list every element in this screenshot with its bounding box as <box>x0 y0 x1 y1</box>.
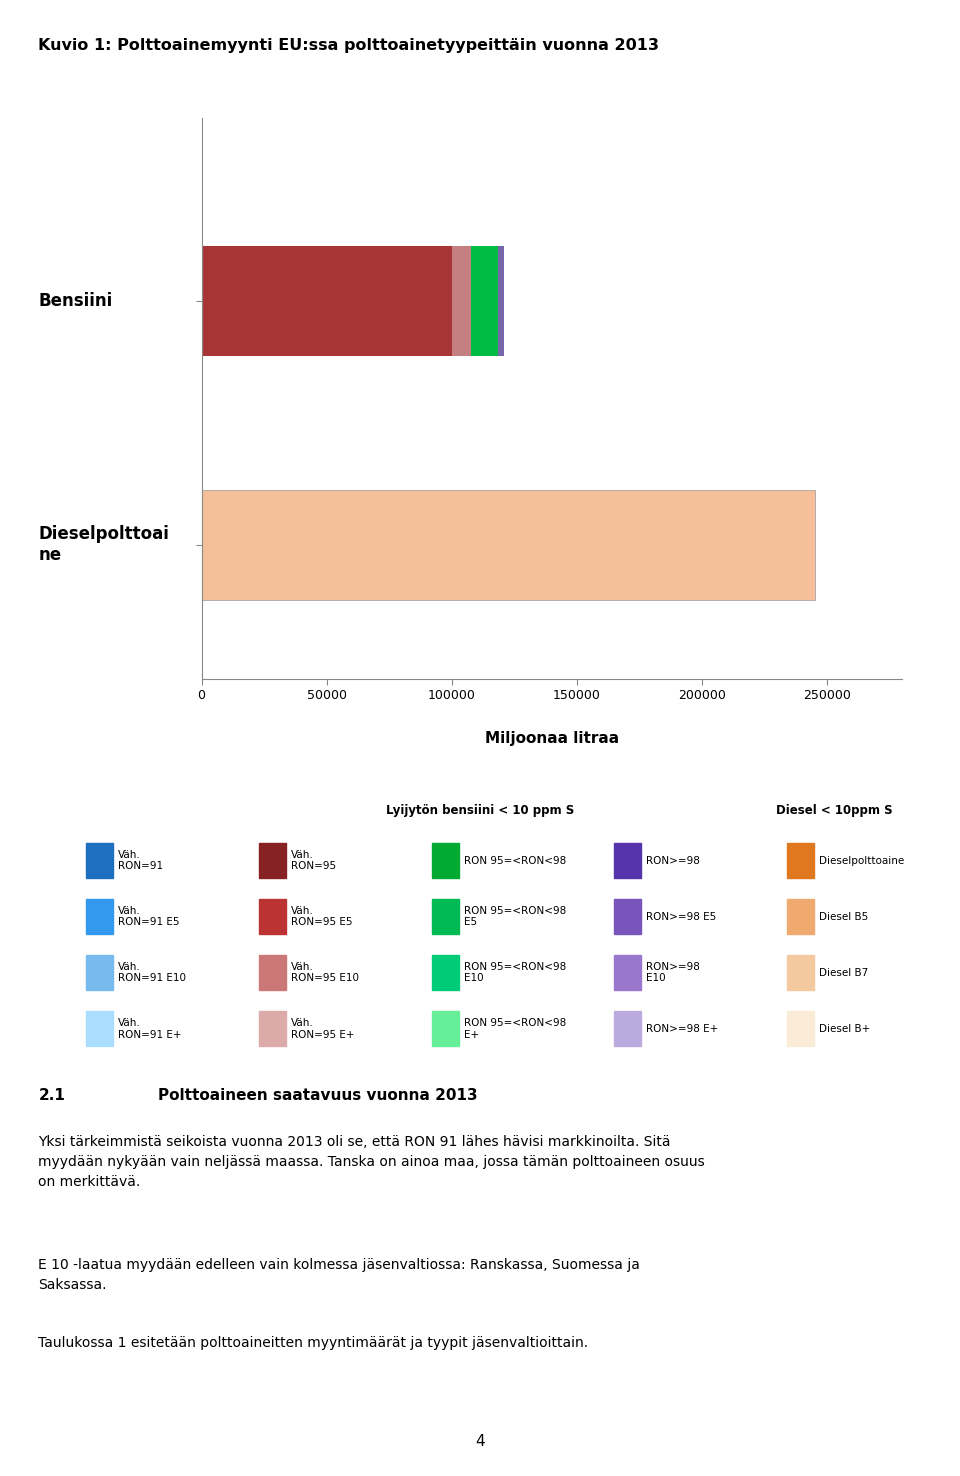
Text: Bensiini: Bensiini <box>38 292 112 310</box>
Text: Dieselpolttoaine: Dieselpolttoaine <box>819 856 904 865</box>
Bar <box>452 246 470 356</box>
Text: RON>=98
E10: RON>=98 E10 <box>646 962 700 983</box>
Text: Diesel B7: Diesel B7 <box>819 968 868 977</box>
Text: Lyijytön bensiini < 10 ppm S: Lyijytön bensiini < 10 ppm S <box>386 804 574 818</box>
Text: Väh.
RON=91 E5: Väh. RON=91 E5 <box>118 906 180 927</box>
Bar <box>470 246 498 356</box>
Text: RON 95=<RON<98
E10: RON 95=<RON<98 E10 <box>464 962 566 983</box>
Text: Diesel B5: Diesel B5 <box>819 912 868 921</box>
Text: Diesel B+: Diesel B+ <box>819 1024 870 1033</box>
Text: Väh.
RON=91 E10: Väh. RON=91 E10 <box>118 962 186 983</box>
Bar <box>498 246 504 356</box>
Text: RON 95=<RON<98: RON 95=<RON<98 <box>464 856 566 865</box>
Text: Väh.
RON=95 E5: Väh. RON=95 E5 <box>291 906 352 927</box>
Text: Dieselpolttoai
ne: Dieselpolttoai ne <box>38 525 169 564</box>
Text: Väh.
RON=91 E+: Väh. RON=91 E+ <box>118 1018 181 1039</box>
Bar <box>202 246 452 356</box>
Text: Väh.
RON=95: Väh. RON=95 <box>291 850 336 871</box>
Text: Väh.
RON=95 E10: Väh. RON=95 E10 <box>291 962 359 983</box>
Text: Yksi tärkeimmistä seikoista vuonna 2013 oli se, että RON 91 lähes hävisi markkin: Yksi tärkeimmistä seikoista vuonna 2013 … <box>38 1135 706 1190</box>
Text: RON>=98: RON>=98 <box>646 856 700 865</box>
Text: 4: 4 <box>475 1435 485 1449</box>
Text: Polttoaineen saatavuus vuonna 2013: Polttoaineen saatavuus vuonna 2013 <box>158 1088 478 1103</box>
Text: Väh.
RON=91: Väh. RON=91 <box>118 850 163 871</box>
Text: RON>=98 E+: RON>=98 E+ <box>646 1024 718 1033</box>
Text: RON 95=<RON<98
E5: RON 95=<RON<98 E5 <box>464 906 566 927</box>
Bar <box>202 490 815 599</box>
Text: Kuvio 1: Polttoainemyynti EU:ssa polttoainetyypeittäin vuonna 2013: Kuvio 1: Polttoainemyynti EU:ssa polttoa… <box>38 38 660 53</box>
Text: E 10 -laatua myydään edelleen vain kolmessa jäsenvaltiossa: Ranskassa, Suomessa : E 10 -laatua myydään edelleen vain kolme… <box>38 1258 640 1292</box>
Text: Diesel < 10ppm S: Diesel < 10ppm S <box>777 804 893 818</box>
Text: 2.1: 2.1 <box>38 1088 65 1103</box>
Text: Miljoonaa litraa: Miljoonaa litraa <box>485 731 619 745</box>
Text: RON>=98 E5: RON>=98 E5 <box>646 912 716 921</box>
Text: RON 95=<RON<98
E+: RON 95=<RON<98 E+ <box>464 1018 566 1039</box>
Text: Väh.
RON=95 E+: Väh. RON=95 E+ <box>291 1018 354 1039</box>
Text: Taulukossa 1 esitetään polttoaineitten myyntimäärät ja tyypit jäsenvaltioittain.: Taulukossa 1 esitetään polttoaineitten m… <box>38 1336 588 1349</box>
